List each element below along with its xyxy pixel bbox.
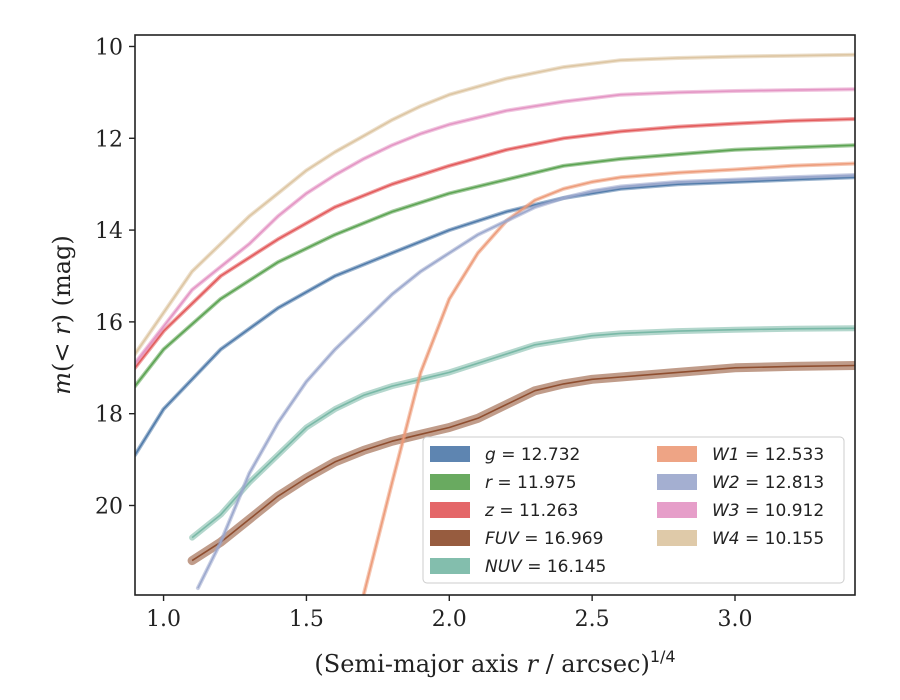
y-axis: 10 12 14 16 18 20 — [95, 35, 135, 519]
legend-box — [422, 436, 845, 584]
x-tick-label: 2.5 — [575, 607, 610, 632]
legend-swatch-r — [430, 474, 470, 490]
series-line-W2 — [197, 174, 855, 589]
legend-swatch-W3 — [657, 502, 697, 518]
legend-label-W1: W1 = 12.533 — [712, 445, 824, 465]
y-tick-label: 20 — [95, 494, 123, 519]
y-tick-label: 18 — [95, 403, 123, 428]
series-line-g — [135, 176, 855, 456]
y-tick-label: 16 — [95, 311, 123, 336]
x-tick-label: 2.0 — [432, 607, 467, 632]
legend-label-W3: W3 = 10.912 — [712, 501, 824, 521]
legend-swatch-FUV — [430, 530, 470, 546]
x-tick-label: 3.0 — [718, 607, 753, 632]
x-axis-label-unit: / arcsec) — [538, 650, 650, 678]
series-line-FUV — [191, 364, 855, 562]
series-line-W1 — [362, 162, 855, 595]
legend-swatch-NUV — [430, 558, 470, 574]
legend-label-g: g = 12.732 — [485, 445, 580, 465]
series-line-r — [135, 144, 855, 387]
x-axis-label: (Semi-major axis r / arcsec)1/4 — [314, 647, 675, 678]
legend-label-W2: W2 = 12.813 — [712, 473, 824, 493]
y-axis-label: m(< r) (mag) — [48, 235, 76, 395]
series-line-NUV — [191, 327, 855, 539]
y-axis-label-m: m — [48, 372, 76, 395]
legend-swatch-W2 — [657, 474, 697, 490]
x-axis-label-main: (Semi-major axis — [314, 650, 526, 678]
legend-label-FUV: FUV = 16.969 — [485, 529, 603, 549]
y-axis-label-mid: (< — [48, 335, 76, 372]
y-tick-label: 12 — [95, 127, 123, 152]
legend-swatch-z — [430, 502, 470, 518]
legend-swatch-g — [430, 446, 470, 462]
series-line-W3 — [135, 88, 855, 364]
x-axis: 1.0 1.5 2.0 2.5 3.0 — [146, 595, 753, 632]
legend-label-W4: W4 = 10.155 — [712, 529, 824, 549]
series-line-z — [135, 118, 855, 369]
legend-items: g = 12.732 r = 11.975 z = 11.263 FUV = 16.9… — [430, 445, 824, 577]
y-axis-label-post: ) (mag) — [48, 235, 76, 323]
legend-label-NUV: NUV = 16.145 — [485, 557, 606, 577]
x-axis-label-exponent: 1/4 — [650, 647, 676, 666]
series-layer — [135, 52, 855, 595]
plot-frame — [134, 34, 856, 596]
legend: g = 12.732 r = 11.975 z = 11.263 FUV = 16.9… — [422, 436, 845, 584]
y-axis-label-var: r — [48, 322, 76, 335]
legend-label-z: z = 11.263 — [484, 501, 578, 521]
legend-swatch-W1 — [657, 446, 697, 462]
y-tick-label: 14 — [95, 219, 123, 244]
y-tick-label: 10 — [95, 35, 123, 60]
x-tick-label: 1.0 — [146, 607, 181, 632]
x-tick-label: 1.5 — [289, 607, 324, 632]
series-line-W4 — [135, 53, 855, 355]
legend-label-r: r = 11.975 — [485, 473, 577, 493]
x-axis-label-var: r — [526, 650, 539, 678]
legend-swatch-W4 — [657, 530, 697, 546]
